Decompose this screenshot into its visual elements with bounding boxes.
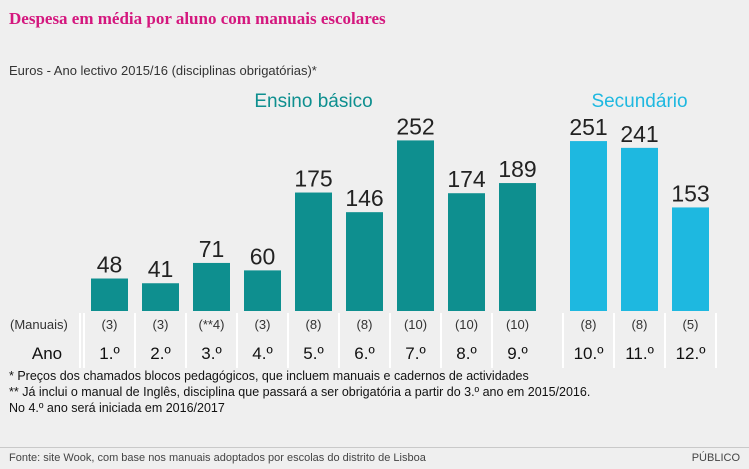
bar-2.º [142,283,179,311]
x-tick-label: 3.º [201,344,221,363]
group-label-secundario: Secundário [591,91,687,112]
x-tick-label: 9.º [507,344,527,363]
bar-4.º [244,270,281,311]
group-label-basico: Ensino básico [254,91,372,112]
data-label: 146 [345,185,383,211]
x-tick-label: 10.º [574,344,604,363]
bar-5.º [295,192,332,311]
footnote-1: * Preços dos chamados blocos pedagógicos… [9,369,529,383]
bar-9.º [499,183,536,311]
manual-count-label: (10) [404,317,427,332]
footnote-3: No 4.º ano será iniciada em 2016/2017 [9,401,225,415]
data-label: 189 [498,156,536,182]
x-tick-label: 7.º [405,344,425,363]
data-label: 251 [569,114,607,140]
data-label: 252 [396,113,434,139]
manual-count-label: (3) [153,317,169,332]
x-tick-label: 11.º [625,344,654,363]
footnote-2: ** Já inclui o manual de Inglês, discipl… [9,385,591,399]
x-tick-label: 4.º [252,344,272,363]
manual-count-label: (5) [683,317,699,332]
bar-7.º [397,140,434,311]
manual-count-label: (8) [581,317,597,332]
chart-subtitle: Euros - Ano lectivo 2015/16 (disciplinas… [9,63,317,78]
data-label: 71 [199,236,225,262]
data-label: 41 [148,256,174,282]
x-tick-label: 8.º [456,344,476,363]
footnotes: * Preços dos chamados blocos pedagógicos… [9,368,590,416]
x-tick-label: 2.º [150,344,170,363]
data-label: 241 [620,121,658,147]
data-label: 48 [97,252,123,278]
footer-divider [0,447,749,448]
data-label: 174 [447,166,486,192]
bar-11.º [621,147,658,311]
manual-count-label: (10) [506,317,529,332]
row-label-year: Ano [32,344,62,363]
bar-3.º [193,262,230,311]
manual-count-label: (3) [255,317,271,332]
manual-count-label: (8) [632,317,648,332]
manual-count-label: (3) [102,317,118,332]
chart-title: Despesa em média por aluno com manuais e… [9,9,386,28]
bar-1.º [91,278,128,311]
manual-count-label: (8) [306,317,322,332]
data-label: 60 [250,243,276,269]
x-tick-label: 12.º [676,344,706,363]
manual-count-label: (8) [357,317,373,332]
x-tick-label: 6.º [354,344,374,363]
bar-12.º [672,207,709,311]
x-tick-label: 5.º [303,344,323,363]
row-label-manuals: (Manuais) [10,317,68,332]
source-note: Fonte: site Wook, com base nos manuais a… [9,452,426,464]
publisher-logo-text: PÚBLICO [691,452,740,464]
x-tick-label: 1.º [99,344,119,363]
data-label: 153 [671,180,709,206]
bar-8.º [448,193,485,311]
manual-count-label: (**4) [198,317,224,332]
manual-count-label: (10) [455,317,478,332]
bar-chart: Ensino básico Secundário 48 (3) 1.º 41 (3) 2.º 7… [10,91,717,368]
data-label: 175 [294,166,332,192]
bar-10.º [570,141,607,311]
bar-6.º [346,212,383,311]
